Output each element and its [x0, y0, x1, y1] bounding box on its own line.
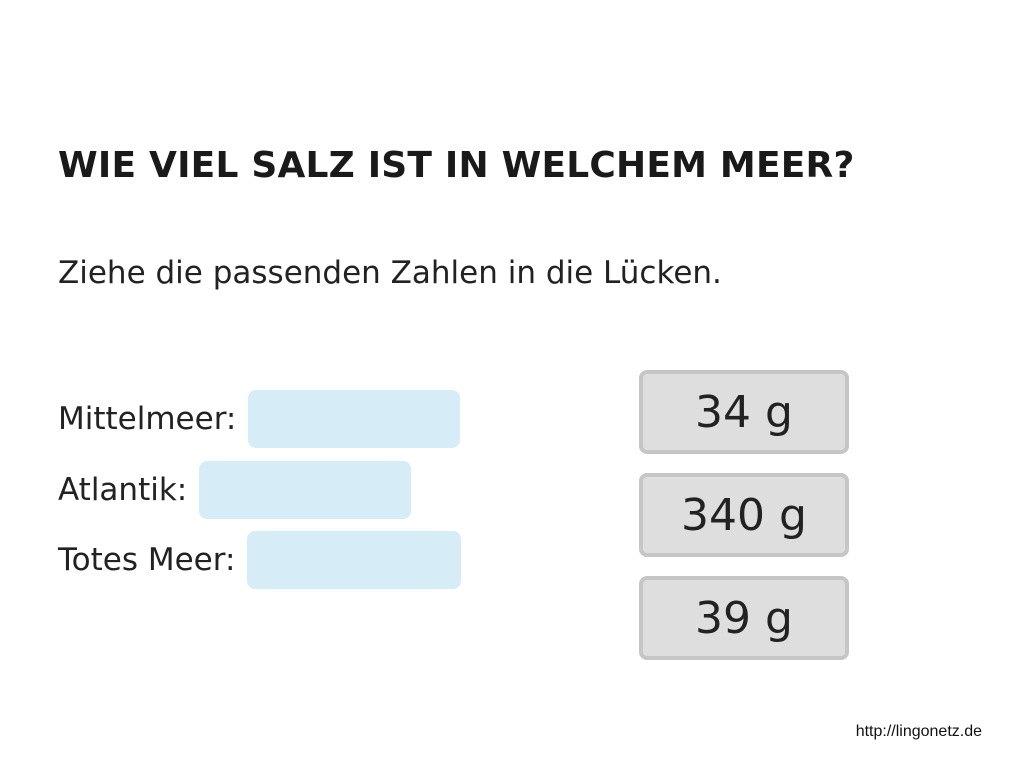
source-link[interactable]: http://lingonetz.de: [855, 723, 982, 740]
row-totes-meer: Totes Meer:: [58, 531, 462, 589]
exercise-instruction: Ziehe die passenden Zahlen in die Lücken…: [58, 255, 722, 291]
row-label: Totes Meer:: [58, 542, 236, 578]
row-label: Mittelmeer:: [58, 401, 237, 437]
draggable-token-39g[interactable]: 39 g: [639, 576, 849, 660]
drop-slot-totes-meer[interactable]: [247, 531, 462, 589]
draggable-token-340g[interactable]: 340 g: [639, 473, 849, 557]
row-label: Atlantik:: [58, 472, 188, 508]
row-atlantik: Atlantik:: [58, 461, 412, 519]
drop-slot-atlantik[interactable]: [199, 461, 412, 519]
drop-slot-mittelmeer[interactable]: [248, 390, 461, 448]
row-mittelmeer: Mittelmeer:: [58, 390, 461, 448]
draggable-token-34g[interactable]: 34 g: [639, 370, 849, 454]
exercise-title: WIE VIEL SALZ IST IN WELCHEM MEER?: [58, 145, 855, 186]
